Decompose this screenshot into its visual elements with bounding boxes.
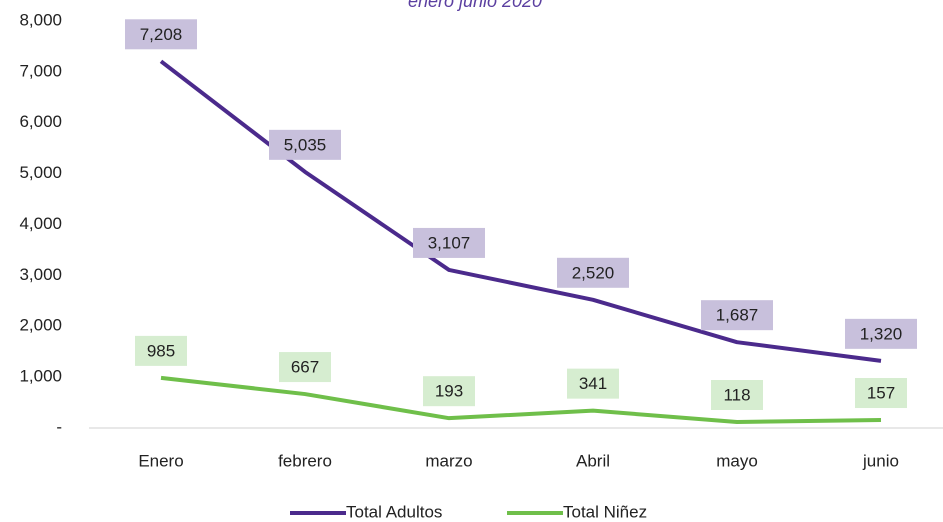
value-label-bg [845, 318, 917, 349]
value-label: 157 [867, 383, 895, 402]
value-label: 5,035 [284, 135, 327, 154]
value-label-bg [701, 300, 773, 331]
value-label: 193 [435, 382, 463, 401]
value-label-bg [567, 368, 619, 399]
y-tick-label: 3,000 [19, 265, 62, 284]
value-label-bg [855, 378, 907, 409]
x-tick-label: Enero [138, 451, 183, 470]
x-tick-label: marzo [425, 451, 472, 470]
y-tick-label: 7,000 [19, 61, 62, 80]
value-label-bg [269, 129, 341, 160]
value-label: 1,687 [716, 306, 759, 325]
y-tick-label: - [56, 417, 62, 436]
y-tick-label: 2,000 [19, 316, 62, 335]
value-label-bg [279, 352, 331, 383]
value-label: 3,107 [428, 233, 471, 252]
legend-label: Total Adultos [346, 502, 442, 521]
value-label-bg [135, 335, 187, 366]
value-label: 341 [579, 374, 607, 393]
value-label-bg [557, 257, 629, 288]
value-label: 1,320 [860, 324, 903, 343]
y-tick-label: 1,000 [19, 367, 62, 386]
value-label-bg [711, 379, 763, 410]
value-label: 985 [147, 341, 175, 360]
value-label: 667 [291, 358, 319, 377]
value-label: 7,208 [140, 25, 183, 44]
x-tick-label: mayo [716, 451, 758, 470]
legend-label: Total Niñez [563, 502, 647, 521]
x-tick-label: febrero [278, 451, 332, 470]
y-tick-label: 8,000 [19, 10, 62, 29]
x-tick-label: junio [862, 451, 899, 470]
series-line [160, 375, 882, 424]
y-tick-label: 4,000 [19, 214, 62, 233]
chart-subtitle: enero junio 2020 [408, 0, 542, 11]
value-label: 2,520 [572, 263, 615, 282]
y-tick-label: 6,000 [19, 112, 62, 131]
value-label: 118 [723, 385, 750, 404]
value-label-bg [413, 227, 485, 258]
x-tick-label: Abril [576, 451, 610, 470]
value-label-bg [125, 19, 197, 50]
y-tick-label: 5,000 [19, 163, 62, 182]
value-label-bg [423, 376, 475, 407]
